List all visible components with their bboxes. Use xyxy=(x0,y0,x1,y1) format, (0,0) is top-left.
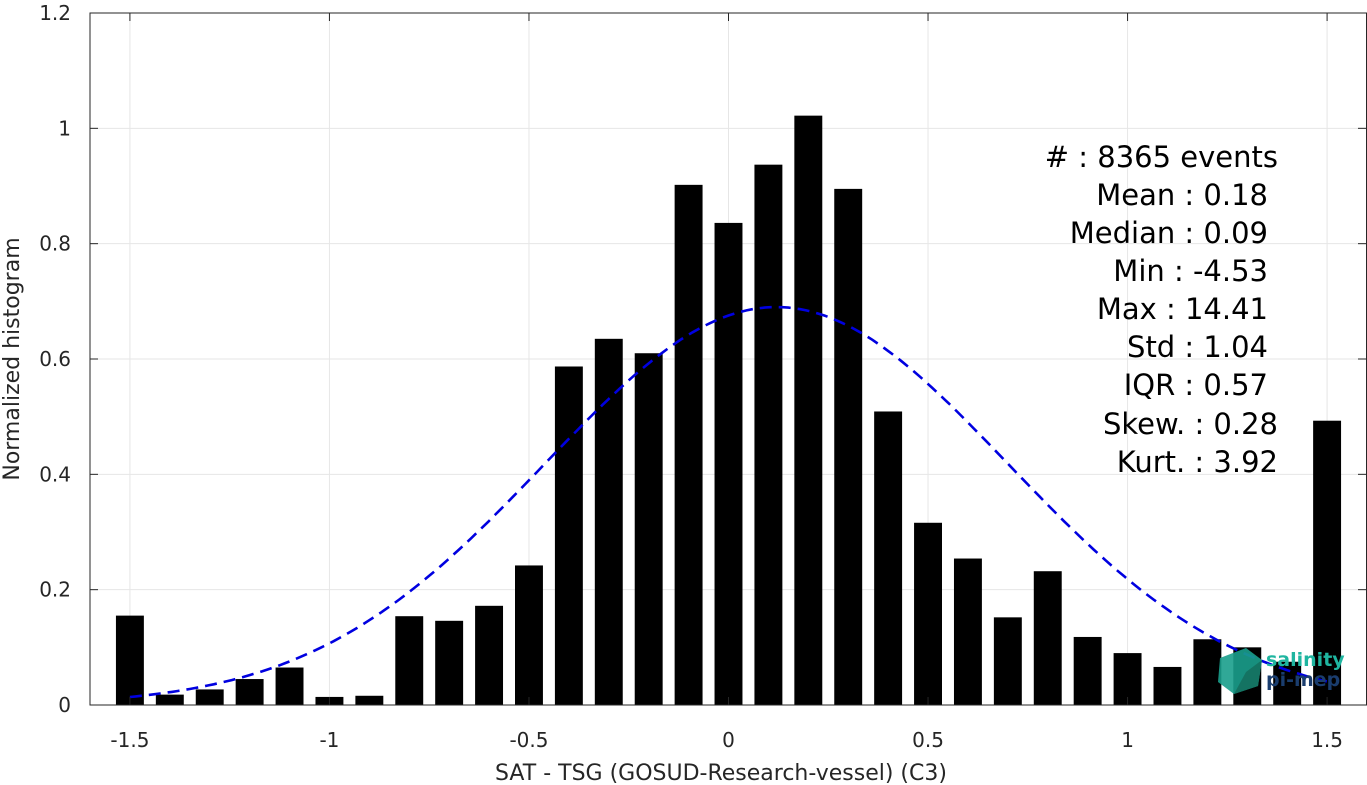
histogram-bar xyxy=(275,667,304,705)
stat-max: Max : 14.41 xyxy=(1097,292,1268,326)
y-tick-label: 1 xyxy=(58,116,71,140)
histogram-bar xyxy=(475,605,504,705)
stat-min: Min : -4.53 xyxy=(1113,254,1268,288)
y-axis-label: Normalized histogram xyxy=(0,237,25,480)
histogram-bar xyxy=(634,353,663,705)
histogram-bar xyxy=(914,522,942,705)
x-tick-label: 0.5 xyxy=(912,728,944,752)
histogram-bar xyxy=(594,338,623,705)
stat-events: # : 8365 events xyxy=(1045,140,1278,174)
histogram-bar xyxy=(674,184,703,705)
logo-text-pimep: pi-mep xyxy=(1266,669,1340,691)
y-tick-label: 1.2 xyxy=(39,1,71,25)
histogram-bar xyxy=(794,115,823,705)
salinity-pimep-logo: salinity pi-mep xyxy=(1218,648,1345,694)
histogram-bar xyxy=(1073,636,1102,705)
stat-iqr: IQR : 0.57 xyxy=(1124,368,1268,402)
x-tick-label: -1.5 xyxy=(110,728,149,752)
histogram-bar xyxy=(515,565,543,705)
y-tick-label: 0.8 xyxy=(39,232,71,256)
histogram-bar xyxy=(953,558,982,705)
stat-std: Std : 1.04 xyxy=(1127,330,1268,364)
histogram-bar xyxy=(1193,639,1222,705)
stats-box: # : 8365 events Mean : 0.18 Median : 0.0… xyxy=(1045,140,1278,479)
histogram-bar xyxy=(115,615,144,705)
histogram-bar xyxy=(834,188,863,706)
x-tick-label: 0 xyxy=(722,728,735,752)
x-tick-label: 1.5 xyxy=(1311,728,1343,752)
histogram-bar xyxy=(1113,653,1142,705)
y-tick-label: 0.4 xyxy=(39,462,71,486)
y-tick-label: 0 xyxy=(58,693,71,717)
histogram-bar xyxy=(554,366,583,705)
histogram-bar xyxy=(1153,666,1182,705)
histogram-bar xyxy=(1313,420,1342,705)
logo-cube-shade xyxy=(1234,660,1262,694)
stat-kurt: Kurt. : 3.92 xyxy=(1117,445,1278,479)
histogram-bar xyxy=(395,616,424,705)
stat-skew: Skew. : 0.28 xyxy=(1103,407,1278,441)
stat-mean: Mean : 0.18 xyxy=(1096,178,1268,212)
histogram-bar xyxy=(1033,571,1062,705)
stat-median: Median : 0.09 xyxy=(1070,216,1268,250)
logo-text-salinity: salinity xyxy=(1266,649,1345,671)
y-tick-label: 0.6 xyxy=(39,347,71,371)
histogram-bar xyxy=(355,695,384,705)
x-axis-ticks: -1.5 -1 -0.5 0 0.5 1 1.5 xyxy=(110,13,1343,752)
x-tick-label: 1 xyxy=(1121,728,1134,752)
histogram-bar xyxy=(435,620,464,705)
histogram-bar xyxy=(714,222,743,705)
histogram-bar xyxy=(155,694,184,705)
histogram-bar xyxy=(195,689,224,705)
bars-group xyxy=(115,115,1342,706)
histogram-bar xyxy=(993,617,1022,705)
histogram-bar xyxy=(874,411,903,705)
y-axis-ticks: 0 0.2 0.4 0.6 0.8 1 1.2 xyxy=(39,1,1366,717)
histogram-bar xyxy=(235,679,264,705)
y-tick-label: 0.2 xyxy=(39,578,71,602)
x-axis-label: SAT - TSG (GOSUD-Research-vessel) (C3) xyxy=(495,761,947,785)
histogram-bar xyxy=(754,164,783,705)
x-tick-label: -1 xyxy=(319,728,339,752)
x-tick-label: -0.5 xyxy=(509,728,548,752)
gaussian-fit-curve xyxy=(129,305,1328,699)
